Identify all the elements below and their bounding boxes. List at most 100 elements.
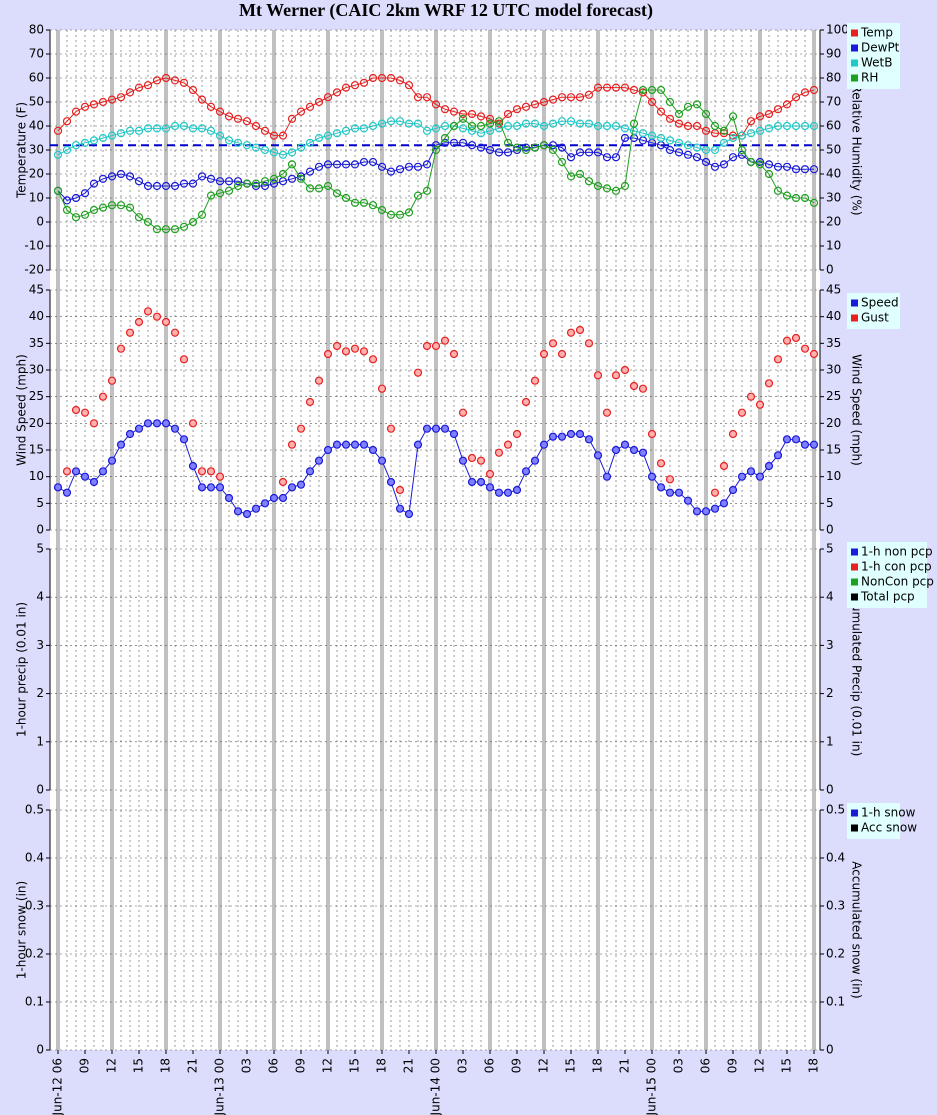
data-point xyxy=(143,124,153,133)
y2-tick-label: 40 xyxy=(826,309,841,323)
data-point xyxy=(701,145,711,155)
data-point xyxy=(413,93,423,102)
data-point xyxy=(539,121,549,131)
data-point xyxy=(494,448,504,457)
data-point xyxy=(728,429,738,439)
y-tick-label: 40 xyxy=(29,309,44,323)
legend-swatch xyxy=(851,809,858,817)
data-point xyxy=(512,145,522,155)
x-tick-label: 09 xyxy=(510,1058,524,1073)
data-point xyxy=(764,461,774,471)
data-point xyxy=(791,165,801,174)
data-point xyxy=(755,472,765,481)
data-point xyxy=(233,114,243,123)
y2-tick-label: 0.2 xyxy=(826,947,845,961)
data-point xyxy=(449,349,459,359)
data-point xyxy=(305,167,315,176)
x-tick-label: 12 xyxy=(537,1058,551,1073)
y2-tick-label: 20 xyxy=(826,215,841,229)
data-point xyxy=(503,121,513,131)
data-point xyxy=(53,150,63,159)
data-point xyxy=(170,328,180,337)
data-point xyxy=(404,509,414,519)
data-point xyxy=(359,440,369,449)
data-point xyxy=(422,341,432,351)
data-point xyxy=(170,181,180,191)
y2-tick-label: 100 xyxy=(826,23,849,37)
y-tick-label: 50 xyxy=(29,95,44,109)
data-point xyxy=(755,157,765,167)
y2-tick-label: 0.4 xyxy=(826,851,845,865)
data-point xyxy=(161,225,171,234)
data-point xyxy=(755,400,765,409)
data-point xyxy=(440,336,450,345)
data-point xyxy=(242,179,252,188)
data-point xyxy=(377,384,387,393)
data-point xyxy=(548,432,558,441)
y2-tick-label: 0 xyxy=(826,783,834,797)
data-point xyxy=(611,445,621,455)
data-point xyxy=(791,93,801,102)
legend-label: RH xyxy=(861,71,878,85)
data-point xyxy=(503,488,513,497)
data-point xyxy=(602,472,612,481)
data-point xyxy=(602,83,612,92)
x-tick-label: 21 xyxy=(402,1058,416,1073)
data-point xyxy=(773,105,783,114)
data-point xyxy=(530,119,540,128)
data-point xyxy=(62,488,72,497)
legend-swatch xyxy=(851,593,858,601)
data-point xyxy=(296,107,306,116)
data-point xyxy=(323,93,333,102)
data-point xyxy=(503,440,513,449)
data-point xyxy=(440,424,450,433)
legend-swatch xyxy=(851,314,858,322)
data-point xyxy=(287,483,297,492)
data-point xyxy=(602,184,612,193)
y-tick-label: 0.5 xyxy=(25,803,44,817)
data-point xyxy=(377,73,387,83)
data-point xyxy=(557,117,567,126)
data-point xyxy=(512,121,522,131)
data-point xyxy=(710,145,720,155)
data-point xyxy=(548,141,558,150)
data-point xyxy=(620,181,630,191)
data-point xyxy=(584,148,594,157)
series-line xyxy=(57,77,815,137)
data-point xyxy=(134,177,144,186)
data-point xyxy=(350,81,360,90)
data-point xyxy=(773,355,783,364)
data-point xyxy=(377,205,387,215)
data-point xyxy=(566,93,576,102)
data-point xyxy=(539,440,549,449)
data-point xyxy=(134,126,144,135)
data-point xyxy=(539,141,549,150)
data-point xyxy=(710,121,720,131)
y-axis-label: Temperature (F) xyxy=(15,102,29,199)
data-point xyxy=(125,126,135,135)
data-point xyxy=(386,167,396,176)
data-point xyxy=(179,78,189,87)
data-point xyxy=(368,121,378,131)
legend-label: Temp xyxy=(860,26,893,40)
data-point xyxy=(512,429,522,439)
data-point xyxy=(98,174,108,183)
data-point xyxy=(611,121,621,131)
data-point xyxy=(620,124,630,133)
y2-tick-label: 10 xyxy=(826,469,841,483)
y-tick-label: 60 xyxy=(29,71,44,85)
legend-swatch xyxy=(851,299,858,307)
data-point xyxy=(539,97,549,107)
data-point xyxy=(494,488,504,497)
data-point xyxy=(620,440,630,449)
data-point xyxy=(764,124,774,133)
data-point xyxy=(809,198,819,207)
data-point xyxy=(719,138,729,147)
data-point xyxy=(260,126,270,135)
data-point xyxy=(809,165,819,174)
data-point xyxy=(332,341,342,351)
data-point xyxy=(251,179,261,188)
legend xyxy=(847,542,927,608)
y2-tick-label: 20 xyxy=(826,416,841,430)
data-point xyxy=(107,131,117,140)
